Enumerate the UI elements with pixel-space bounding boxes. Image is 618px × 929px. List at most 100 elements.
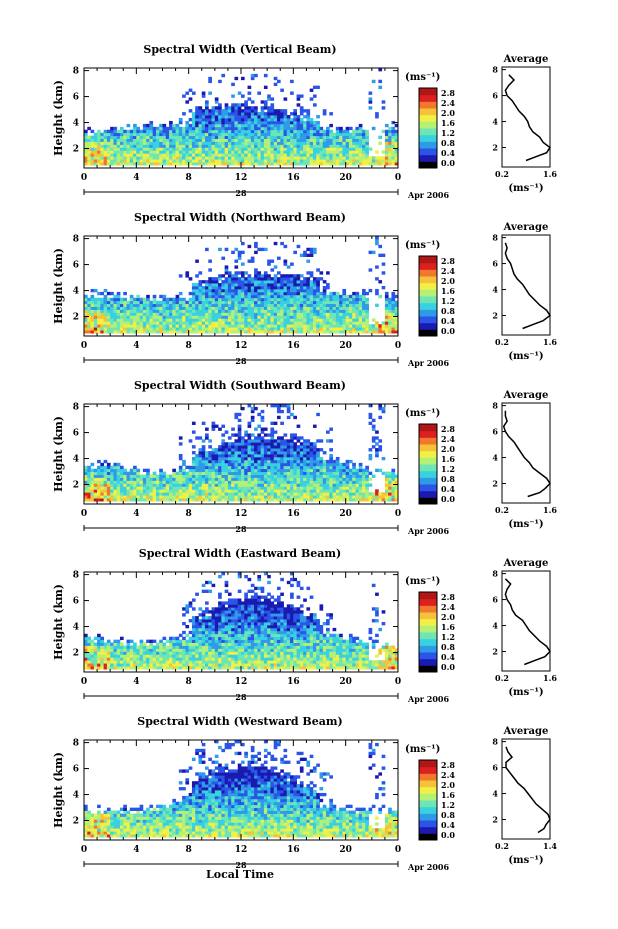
heatmap-cell	[267, 112, 271, 116]
heatmap-cell	[123, 135, 127, 139]
panel-1: Spectral Width (Vertical Beam)2468Height…	[52, 43, 557, 200]
heatmap-cell	[159, 141, 163, 145]
heatmap-cell	[113, 126, 118, 131]
heatmap-cell	[201, 445, 206, 449]
heatmap-cell	[299, 156, 304, 160]
heatmap-cell	[332, 315, 337, 319]
heatmap-cell	[329, 327, 333, 331]
heatmap-cell	[241, 445, 245, 449]
heatmap-cell	[355, 309, 360, 313]
heatmap-cell	[254, 283, 258, 287]
heatmap-cell	[241, 94, 245, 98]
heatmap-cell	[316, 495, 320, 499]
heatmap-cell	[339, 492, 343, 496]
heatmap-cell	[332, 330, 337, 334]
heatmap-cell	[303, 492, 307, 496]
heatmap-cell	[293, 153, 297, 157]
heatmap-cell	[296, 291, 301, 296]
heatmap-cell	[218, 451, 222, 455]
heatmap-cell	[254, 498, 258, 502]
heatmap-cell	[126, 327, 131, 331]
heatmap-cell	[358, 294, 363, 299]
heatmap-cell	[146, 324, 150, 328]
heatmap-cell	[329, 474, 333, 478]
heatmap-cell	[293, 477, 297, 481]
heatmap-cell	[103, 312, 108, 316]
heatmap-cell	[211, 291, 216, 296]
heatmap-cell	[87, 138, 91, 142]
heatmap-cell	[218, 120, 222, 125]
heatmap-cell	[329, 303, 333, 307]
heatmap-cell	[299, 123, 304, 128]
heatmap-cell	[309, 247, 314, 252]
heatmap-cell	[123, 147, 127, 151]
heatmap-cell	[113, 462, 118, 467]
heatmap-cell	[237, 141, 242, 145]
heatmap-cell	[257, 306, 262, 310]
heatmap-cell	[191, 150, 196, 154]
heatmap-cell	[218, 159, 222, 163]
heatmap-cell	[391, 474, 396, 478]
heatmap-cell	[139, 315, 144, 319]
heatmap-cell	[375, 236, 379, 240]
heatmap-cell	[309, 442, 314, 446]
heatmap-cell	[257, 436, 262, 440]
heatmap-cell	[267, 477, 271, 481]
y-tick-label: 4	[73, 455, 79, 465]
heatmap-cell	[273, 288, 278, 293]
heatmap-cell	[270, 433, 275, 437]
heatmap-cell	[231, 82, 235, 87]
heatmap-cell	[188, 150, 193, 154]
heatmap-cell	[103, 162, 108, 166]
heatmap-cell	[185, 138, 190, 142]
heatmap-cell	[146, 159, 150, 163]
heatmap-cell	[234, 412, 239, 417]
heatmap-cell	[129, 489, 134, 493]
heatmap-cell	[195, 492, 199, 496]
heatmap-cell	[103, 459, 108, 464]
heatmap-cell	[198, 486, 203, 490]
heatmap-cell	[319, 162, 324, 166]
heatmap-cell	[169, 483, 173, 487]
heatmap-cell	[227, 162, 232, 166]
heatmap-cell	[326, 486, 330, 490]
heatmap-cell	[290, 138, 294, 142]
heatmap-cell	[296, 439, 301, 443]
heatmap-cell	[352, 129, 356, 134]
heatmap-cell	[198, 286, 203, 290]
heatmap-cell	[110, 327, 114, 331]
heatmap-cell	[93, 309, 98, 313]
heatmap-cell	[126, 498, 131, 502]
heatmap-cell	[116, 297, 121, 302]
heatmap-cell	[355, 330, 360, 334]
heatmap-cell	[286, 138, 291, 142]
heatmap-cell	[139, 480, 144, 484]
heatmap-cell	[208, 259, 212, 263]
heatmap-cell	[267, 132, 271, 137]
heatmap-cell	[159, 306, 163, 310]
heatmap-cell	[201, 315, 206, 319]
heatmap-cell	[227, 468, 232, 473]
heatmap-cell	[221, 495, 226, 499]
heatmap-cell	[162, 147, 167, 151]
heatmap-cell	[312, 442, 317, 446]
heatmap-cell	[290, 306, 294, 310]
heatmap-cell	[309, 250, 314, 255]
heatmap-cell	[283, 489, 288, 493]
heatmap-cell	[90, 138, 95, 142]
heatmap-cell	[303, 474, 307, 478]
heatmap-cell	[257, 498, 262, 502]
colorbar-frame	[418, 255, 438, 337]
heatmap-cell	[306, 454, 311, 458]
heatmap-cell	[263, 324, 268, 328]
heatmap-cell	[286, 448, 291, 452]
heatmap-cell	[280, 153, 284, 157]
heatmap-cell	[198, 471, 203, 475]
heatmap-cell	[185, 327, 190, 331]
heatmap-cell	[218, 462, 222, 467]
heatmap-cell	[100, 147, 105, 151]
heatmap-cell	[250, 445, 255, 449]
heatmap-cell	[352, 324, 356, 328]
heatmap-cell	[332, 327, 337, 331]
heatmap-cell	[169, 297, 173, 302]
